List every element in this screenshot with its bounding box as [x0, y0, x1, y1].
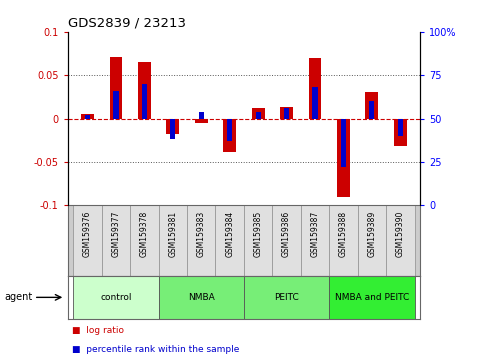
Bar	[142, 84, 147, 119]
Bar	[244, 205, 272, 276]
Text: ■  percentile rank within the sample: ■ percentile rank within the sample	[72, 345, 240, 354]
Bar	[357, 205, 386, 276]
Text: GSM159386: GSM159386	[282, 211, 291, 257]
Bar	[73, 276, 158, 319]
Text: NMBA and PEITC: NMBA and PEITC	[335, 293, 409, 302]
Bar	[252, 108, 265, 119]
Text: GSM159385: GSM159385	[254, 211, 263, 257]
Text: ■  log ratio: ■ log ratio	[72, 326, 125, 335]
Bar	[73, 205, 102, 276]
Bar	[309, 58, 321, 119]
Bar	[130, 205, 158, 276]
Bar	[329, 205, 357, 276]
Bar	[187, 205, 215, 276]
Text: GSM159388: GSM159388	[339, 211, 348, 257]
Text: GDS2839 / 23213: GDS2839 / 23213	[68, 16, 185, 29]
Text: GSM159390: GSM159390	[396, 211, 405, 257]
Text: GSM159389: GSM159389	[368, 211, 376, 257]
Text: GSM159378: GSM159378	[140, 211, 149, 257]
Bar	[366, 92, 378, 119]
Text: NMBA: NMBA	[188, 293, 214, 302]
Bar	[114, 91, 118, 119]
Text: control: control	[100, 293, 132, 302]
Bar	[138, 62, 151, 119]
Bar	[102, 205, 130, 276]
Bar	[272, 205, 301, 276]
Text: GSM159377: GSM159377	[112, 211, 120, 257]
Bar	[223, 119, 236, 152]
Bar	[313, 87, 317, 119]
Bar	[244, 276, 329, 319]
Bar	[398, 119, 403, 136]
Text: GSM159383: GSM159383	[197, 211, 206, 257]
Bar	[386, 205, 414, 276]
Bar	[195, 119, 208, 123]
Text: PEITC: PEITC	[274, 293, 299, 302]
Bar	[280, 107, 293, 119]
Bar	[158, 205, 187, 276]
Bar	[394, 119, 407, 146]
Bar	[110, 57, 122, 119]
Bar	[341, 119, 346, 167]
Text: GSM159381: GSM159381	[169, 211, 177, 257]
Text: GSM159384: GSM159384	[225, 211, 234, 257]
Bar	[256, 112, 261, 119]
Text: GSM159387: GSM159387	[311, 211, 319, 257]
Bar	[227, 119, 232, 141]
Bar	[85, 115, 90, 119]
Bar	[369, 101, 374, 119]
Text: agent: agent	[5, 292, 33, 302]
Bar	[158, 276, 244, 319]
Bar	[170, 119, 175, 139]
Bar	[215, 205, 244, 276]
Bar	[329, 276, 414, 319]
Text: GSM159376: GSM159376	[83, 211, 92, 257]
Bar	[81, 114, 94, 119]
Bar	[301, 205, 329, 276]
Bar	[337, 119, 350, 197]
Bar	[199, 112, 204, 119]
Bar	[284, 108, 289, 119]
Bar	[167, 119, 179, 134]
